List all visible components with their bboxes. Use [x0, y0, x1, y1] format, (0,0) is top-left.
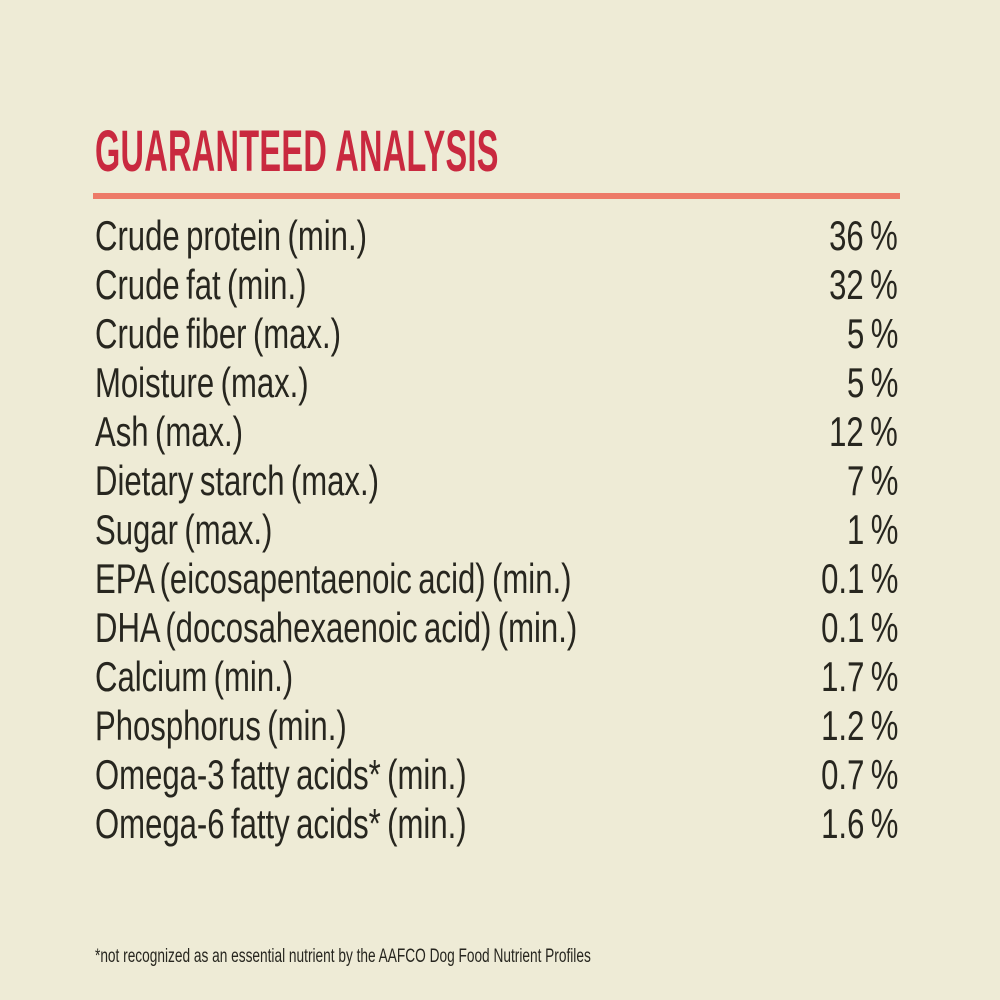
nutrient-value: 32 % [829, 260, 898, 308]
nutrient-label: Dietary starch (max.) [95, 456, 379, 504]
page-title-text: GUARANTEED ANALYSIS [95, 118, 499, 185]
table-row: Omega-3 fatty acids* (min.) 0.7 % [95, 750, 898, 799]
footnote-text: *not recognized as an essential nutrient… [95, 946, 591, 967]
nutrient-label: Moisture (max.) [95, 358, 309, 406]
nutrient-label: Crude fiber (max.) [95, 309, 341, 357]
nutrient-label: DHA (docosahexaenoic acid) (min.) [95, 603, 578, 651]
table-row: Calcium (min.) 1.7 % [95, 652, 898, 701]
table-row: Crude fat (min.) 32 % [95, 260, 898, 309]
table-row: Omega-6 fatty acids* (min.) 1.6 % [95, 799, 898, 848]
nutrient-label: Ash (max.) [95, 407, 244, 455]
table-row: Dietary starch (max.) 7 % [95, 456, 898, 505]
nutrient-value: 0.7 % [820, 750, 898, 798]
nutrient-label: EPA (eicosapentaenoic acid) (min.) [95, 554, 572, 602]
table-row: Crude protein (min.) 36 % [95, 211, 898, 260]
table-row: Phosphorus (min.) 1.2 % [95, 701, 898, 750]
page-title: GUARANTEED ANALYSIS [95, 118, 803, 185]
nutrient-label: Crude protein (min.) [95, 211, 367, 259]
title-divider [93, 193, 900, 199]
nutrient-value: 0.1 % [820, 603, 898, 651]
nutrient-value: 1 % [846, 505, 898, 553]
nutrient-value: 0.1 % [820, 554, 898, 602]
nutrient-value: 1.6 % [820, 799, 898, 847]
table-row: Sugar (max.) 1 % [95, 505, 898, 554]
footnote: *not recognized as an essential nutrient… [95, 946, 784, 969]
nutrient-value: 1.2 % [820, 701, 898, 749]
nutrient-value: 7 % [846, 456, 898, 504]
nutrient-value: 5 % [846, 309, 898, 357]
nutrient-label: Calcium (min.) [95, 652, 294, 700]
nutrient-label: Phosphorus (min.) [95, 701, 347, 749]
nutrient-value: 1.7 % [820, 652, 898, 700]
nutrient-label: Crude fat (min.) [95, 260, 307, 308]
table-row: DHA (docosahexaenoic acid) (min.) 0.1 % [95, 603, 898, 652]
nutrient-value: 5 % [846, 358, 898, 406]
table-row: Ash (max.) 12 % [95, 407, 898, 456]
table-row: Moisture (max.) 5 % [95, 358, 898, 407]
nutrient-label: Sugar (max.) [95, 505, 273, 553]
table-row: Crude fiber (max.) 5 % [95, 309, 898, 358]
nutrient-value: 12 % [829, 407, 898, 455]
table-row: EPA (eicosapentaenoic acid) (min.) 0.1 % [95, 554, 898, 603]
analysis-table: Crude protein (min.) 36 % Crude fat (min.)… [95, 211, 898, 848]
nutrient-label: Omega-6 fatty acids* (min.) [95, 799, 467, 847]
nutrient-label: Omega-3 fatty acids* (min.) [95, 750, 467, 798]
nutrient-value: 36 % [829, 211, 898, 259]
